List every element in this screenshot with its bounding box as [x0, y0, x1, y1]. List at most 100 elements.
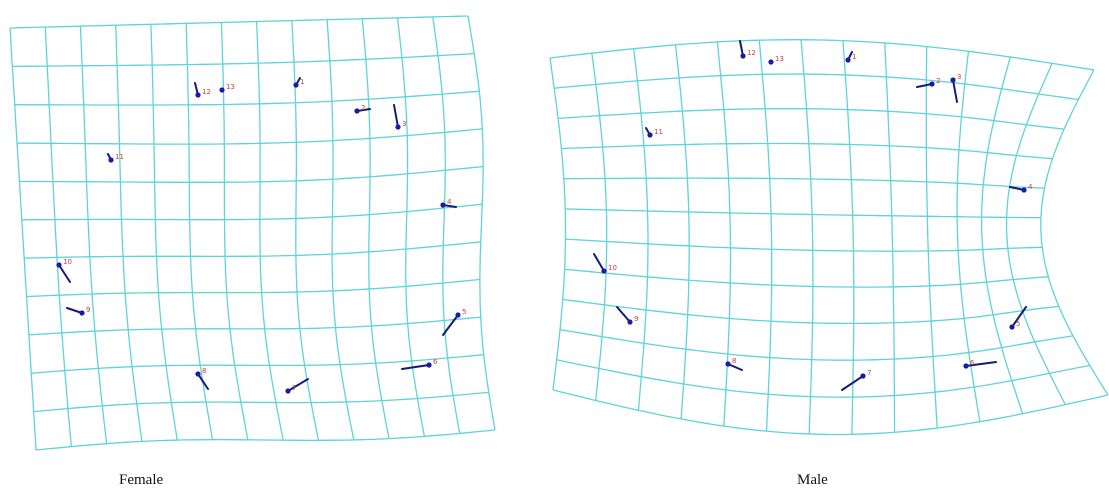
- grid-row-line: [26, 278, 480, 298]
- landmark-10: 10: [56, 258, 72, 283]
- landmark-number: 3: [402, 120, 406, 128]
- grid-column-line: [842, 40, 855, 435]
- landmark-dot: [219, 87, 225, 93]
- landmark-dot: [740, 53, 746, 59]
- landmark-dot: [601, 268, 607, 274]
- grid-row-line: [12, 52, 475, 68]
- landmark-number: 10: [608, 264, 617, 272]
- landmark-dot: [285, 388, 291, 394]
- landmark-number: 6: [970, 359, 975, 367]
- grid-column-line: [980, 56, 1024, 414]
- landmark-number: 11: [115, 153, 124, 161]
- grid-column-line: [44, 27, 72, 447]
- landmark-number: 4: [447, 198, 452, 206]
- grid-column-line: [150, 24, 178, 441]
- landmark-dot: [1009, 324, 1015, 330]
- landmark-3: 3: [950, 73, 961, 103]
- landmark-dot: [647, 132, 653, 138]
- grid-row-line: [554, 73, 1079, 101]
- grid-column-line: [884, 42, 896, 433]
- grid-row-line: [21, 203, 483, 221]
- landmark-number: 5: [1016, 320, 1020, 328]
- grid-column-line: [255, 21, 284, 441]
- grid-column-line: [674, 44, 690, 420]
- displacement-vector: [442, 314, 459, 336]
- landmark-6: 6: [401, 358, 438, 370]
- grid-column-line: [633, 48, 649, 411]
- grid-row-line: [31, 354, 484, 374]
- landmark-number: 6: [433, 358, 438, 366]
- landmark-8: 8: [195, 367, 209, 390]
- grid-column-line: [326, 19, 355, 441]
- landmark-number: 10: [63, 258, 72, 266]
- landmark-dot: [395, 124, 401, 130]
- landmark-dot: [455, 312, 461, 318]
- displacement-vector: [197, 373, 209, 390]
- grid-row-line: [35, 429, 496, 451]
- grid-row-line: [558, 108, 1065, 130]
- landmark-dot: [725, 361, 731, 367]
- landmark-6: 6: [963, 359, 997, 369]
- displacement-vector: [1011, 306, 1027, 328]
- landmark-number: 12: [202, 88, 211, 96]
- landmark-number: 7: [867, 369, 871, 377]
- landmark-1: 1: [293, 77, 304, 88]
- displacement-vector: [401, 364, 430, 370]
- grid-row-line: [33, 391, 489, 413]
- grid-column-line: [1040, 69, 1109, 396]
- grid-column-line: [956, 51, 981, 422]
- landmark-2: 2: [916, 77, 940, 88]
- landmark-number: 7: [292, 384, 296, 392]
- landmark-number: 9: [634, 315, 638, 323]
- grid-row-line: [19, 165, 484, 183]
- landmark-dot: [860, 373, 866, 379]
- displacement-vector: [965, 361, 997, 367]
- landmark-2: 2: [354, 104, 371, 114]
- grid-column-line: [591, 53, 608, 401]
- grid-column-line: [220, 22, 249, 440]
- grid-row-line: [28, 316, 481, 336]
- landmark-number: 13: [775, 55, 784, 63]
- landmark-13: 13: [768, 55, 784, 65]
- grid-column-line: [716, 41, 732, 427]
- grid-column-line: [185, 23, 214, 440]
- landmark-dot: [426, 362, 432, 368]
- grid-row-line: [17, 128, 483, 145]
- landmark-dot: [354, 108, 360, 114]
- landmark-number: 8: [732, 357, 736, 365]
- landmark-5: 5: [442, 308, 466, 336]
- grid-column-line: [800, 39, 814, 435]
- landmark-3: 3: [393, 104, 406, 130]
- landmark-number: 3: [957, 73, 961, 81]
- landmark-9: 9: [66, 306, 90, 316]
- landmark-dot: [1021, 187, 1027, 193]
- female-caption: Female: [119, 472, 164, 488]
- displacement-vector: [952, 79, 958, 103]
- displacement-vector: [393, 104, 399, 128]
- landmark-4: 4: [1009, 183, 1033, 193]
- landmark-dot: [963, 363, 969, 369]
- grid-row-line: [565, 208, 1042, 219]
- landmark-7: 7: [841, 369, 871, 391]
- landmark-4: 4: [440, 198, 457, 208]
- landmark-number: 1: [300, 78, 304, 86]
- grid-column-line: [925, 46, 938, 429]
- landmark-11: 11: [645, 127, 663, 138]
- grid-row-line: [563, 177, 1045, 189]
- male-caption: Male: [797, 472, 828, 488]
- landmark-number: 4: [1028, 183, 1033, 191]
- landmark-number: 9: [86, 306, 90, 314]
- landmark-7: 7: [285, 378, 309, 394]
- landmark-dot: [845, 57, 851, 63]
- grid-row-line: [564, 268, 1049, 288]
- landmark-11: 11: [107, 153, 124, 163]
- landmark-10: 10: [593, 253, 617, 274]
- grid-row-line: [9, 15, 469, 29]
- landmark-number: 13: [226, 83, 235, 91]
- displacement-vector: [58, 264, 71, 283]
- landmark-12: 12: [194, 82, 211, 98]
- grid-column-line: [361, 18, 390, 439]
- landmark-dot: [768, 59, 774, 65]
